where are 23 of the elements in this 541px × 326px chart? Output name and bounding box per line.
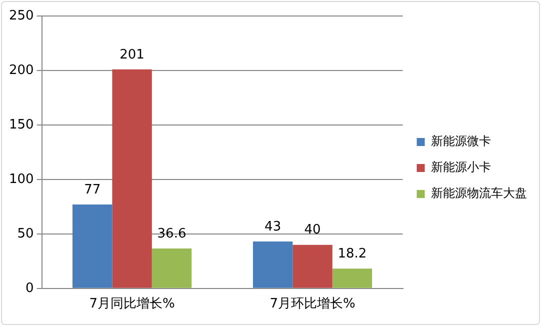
y-tick-label: 50 [17,226,34,242]
legend-label: 新能源物流车大盘 [430,186,527,200]
bar [332,268,372,288]
bar [152,248,192,288]
y-tick-label: 200 [8,62,34,78]
x-tick-label: 7月环比增长% [270,296,356,312]
legend-label: 新能源小卡 [430,160,491,174]
bar [252,242,293,288]
bar [112,69,152,288]
y-tick-label: 250 [8,8,34,24]
y-tick-label: 0 [26,280,34,296]
data-label: 18.2 [338,246,367,262]
data-label: 43 [264,219,282,234]
y-tick-label: 150 [8,117,34,132]
data-label: 40 [304,222,321,238]
y-tick-label: 100 [8,172,34,187]
legend-label: 新能源微卡 [430,134,491,148]
data-label: 201 [120,47,144,62]
bar [292,244,332,288]
data-label: 77 [84,182,101,198]
bar [72,204,112,288]
data-label: 36.6 [157,226,186,242]
x-tick-label: 7月同比增长% [89,296,175,312]
